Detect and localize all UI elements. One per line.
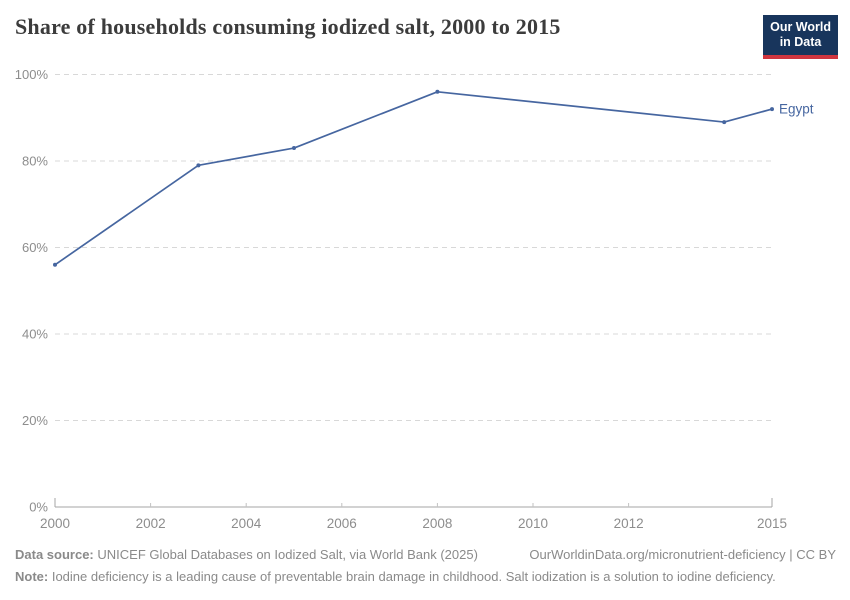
chart-footer: Data source: UNICEF Global Databases on … xyxy=(15,546,836,587)
y-axis-tick-label: 80% xyxy=(22,154,48,169)
data-point xyxy=(722,120,727,125)
owid-logo-line1: Our World xyxy=(770,20,831,34)
data-point xyxy=(435,89,440,94)
x-axis-tick-label: 2012 xyxy=(614,516,644,531)
x-axis-tick-label: 2010 xyxy=(518,516,548,531)
y-axis-tick-label: 0% xyxy=(29,500,48,515)
y-axis-tick-label: 20% xyxy=(22,413,48,428)
x-axis-tick-label: 2002 xyxy=(136,516,166,531)
data-point xyxy=(53,262,57,267)
owid-url-link[interactable]: OurWorldinData.org/micronutrient-deficie… xyxy=(529,547,836,562)
x-axis-tick-label: 2004 xyxy=(231,516,262,531)
data-line-egypt xyxy=(54,90,773,266)
x-axis-tick-label: 2015 xyxy=(757,516,787,531)
series-end-label: Egypt xyxy=(779,102,814,117)
y-axis-tick-label: 60% xyxy=(22,240,48,255)
owid-logo: Our World in Data xyxy=(763,15,838,59)
page-title: Share of households consuming iodized sa… xyxy=(15,14,561,39)
note-text: Iodine deficiency is a leading cause of … xyxy=(51,568,776,584)
x-axis-tick-label: 2000 xyxy=(40,516,70,531)
x-axis-tick-label: 2008 xyxy=(422,516,452,531)
line-chart: 0% 20% 40% 60% 80% 100% 2000 2002 2004 2006 2008 20… xyxy=(15,67,814,531)
note-label: Note: xyxy=(15,568,49,584)
x-axis-tick-label: 2006 xyxy=(327,516,357,531)
y-axis-tick-label: 40% xyxy=(22,327,48,342)
data-source-text: UNICEF Global Databases on Iodized Salt,… xyxy=(97,547,478,562)
owid-logo-line2: in Data xyxy=(779,35,822,50)
data-point xyxy=(196,163,201,168)
data-point xyxy=(292,146,296,151)
data-source-label: Data source: xyxy=(15,547,94,562)
y-axis-tick-label: 100% xyxy=(15,67,49,82)
data-point xyxy=(770,107,774,112)
data-source-line: Data source: UNICEF Global Databases on … xyxy=(15,546,478,565)
